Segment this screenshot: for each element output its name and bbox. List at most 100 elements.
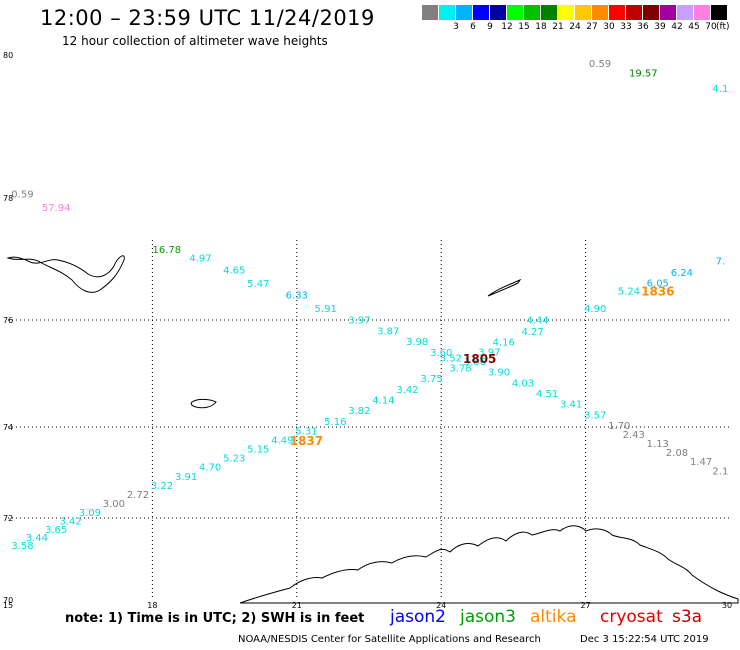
swh-value: 3.65 — [45, 525, 67, 536]
swh-value: 16.78 — [153, 245, 182, 256]
legend-label: 3 — [453, 22, 459, 32]
swh-value: 3.82 — [348, 406, 370, 417]
swh-value: 2.43 — [623, 430, 645, 441]
swh-value: 1.13 — [647, 439, 669, 450]
swh-labels: 0.59 19.57 4.1 0.59 57.94 16.78 4.97 4.655.47 6.… — [11, 59, 728, 552]
swh-value: 4.03 — [512, 378, 534, 389]
swh-value: 4.90 — [584, 304, 606, 315]
legend-swatch — [660, 5, 677, 20]
swh-value: 3.97 — [348, 316, 370, 327]
swh-value: 3.91 — [175, 472, 197, 483]
swh-value: 5.16 — [324, 417, 346, 428]
legend-swatch — [643, 5, 660, 20]
legend-swatch — [558, 5, 575, 20]
swh-value: 0.59 — [589, 59, 611, 70]
legend-swatch — [541, 5, 558, 20]
swh-value: 3.90 — [488, 368, 510, 379]
swh-value: 3.97 — [478, 347, 500, 358]
lat-tick-label: 74 — [3, 423, 13, 432]
swh-value: 3.57 — [584, 410, 606, 421]
legend-label: 18 — [535, 22, 547, 32]
swh-value: 3.44 — [26, 533, 48, 544]
legend-swatch — [524, 5, 541, 20]
legend-label: 70 — [705, 22, 717, 32]
legend-s3a: s3a — [672, 607, 703, 627]
norway-coast — [239, 525, 739, 604]
swh-value: 5.15 — [247, 444, 269, 455]
swh-value: 3.41 — [560, 400, 582, 411]
legend-swatch — [694, 5, 711, 20]
swh-value: 4.16 — [493, 338, 515, 349]
generation-timestamp: Dec 3 15:22:54 UTC 2019 — [580, 634, 709, 645]
swh-value: 1.47 — [690, 457, 712, 468]
lon-tick-label: 30 — [722, 601, 732, 610]
legend-label: 6 — [470, 22, 476, 32]
footnote: note: 1) Time is in UTC; 2) SWH is in fe… — [65, 611, 365, 626]
legend-label: 39 — [654, 22, 666, 32]
legend-label: 27 — [586, 22, 598, 32]
lon-tick-label: 27 — [581, 601, 591, 610]
swh-value: 3.42 — [396, 385, 418, 396]
swh-value: 3.86 — [464, 357, 486, 368]
lat-tick-label: 70 — [3, 596, 13, 605]
legend-cryosat: cryosat — [600, 607, 663, 627]
legend-label: 30 — [603, 22, 615, 32]
legend-swatch — [439, 5, 456, 20]
overpass-time: 1836 — [641, 285, 674, 299]
swh-value: 3.75 — [420, 374, 442, 385]
swh-value: 3.00 — [103, 499, 125, 510]
legend-label: 12 — [501, 22, 513, 32]
swh-value: 0.59 — [11, 189, 33, 200]
bear-island-coast — [190, 398, 217, 409]
legend-label: 42 — [671, 22, 683, 32]
swh-value: 4.49 — [271, 435, 293, 446]
legend-altika: altika — [530, 607, 577, 627]
swh-value: 6.05 — [647, 278, 669, 289]
chart-subtitle: 12 hour collection of altimeter wave hei… — [62, 34, 328, 48]
legend-swatch — [592, 5, 609, 20]
legend-label: 45 — [688, 22, 700, 32]
legend-swatch — [677, 5, 694, 20]
lon-tick-label: 15 — [3, 601, 13, 610]
swh-value: 3.87 — [377, 326, 399, 337]
swh-value: 5.23 — [223, 454, 245, 465]
swh-value: 4.27 — [522, 327, 544, 338]
swh-value: 5.31 — [295, 426, 317, 437]
swh-value: 6.33 — [286, 291, 308, 302]
legend-swatch — [473, 5, 490, 20]
credit-line: NOAA/NESDIS Center for Satellite Applica… — [238, 634, 541, 645]
legend-swatch — [711, 5, 728, 20]
lon-tick-label: 24 — [436, 601, 446, 610]
legend-swatch — [626, 5, 643, 20]
swh-value: 4.97 — [189, 253, 211, 264]
lon-tick-label: 21 — [292, 601, 302, 610]
swh-value: 5.91 — [315, 304, 337, 315]
legend-swatch — [575, 5, 592, 20]
legend-label: 36 — [637, 22, 649, 32]
legend-label: 21 — [552, 22, 564, 32]
swh-value: 57.94 — [42, 203, 71, 214]
swh-value: 19.57 — [629, 68, 658, 79]
coastlines — [6, 255, 739, 604]
legend-swatch — [490, 5, 507, 20]
hope-island-coast — [487, 278, 522, 297]
swh-value: 3.52 — [440, 354, 462, 365]
legend-label: 15 — [518, 22, 530, 32]
swh-value: 3.09 — [79, 508, 101, 519]
legend-jason2: jason2 — [390, 607, 446, 627]
svalbard-coast — [6, 255, 125, 293]
swh-value: 3.60 — [430, 348, 452, 359]
swh-value: 4.1 — [712, 84, 728, 95]
lat-tick-label: 76 — [3, 316, 13, 325]
swh-value: 7. — [716, 256, 726, 267]
swh-value: 3.58 — [11, 541, 33, 552]
legend-label: 33 — [620, 22, 632, 32]
swh-value: 4.44 — [526, 316, 548, 327]
overpass-time: 1837 — [290, 434, 323, 448]
swh-value: 6.24 — [671, 268, 693, 279]
color-scale-legend: 3 6 9 12 15 18 21 24 27 30 33 36 39 42 45 70 (ft) — [0, 0, 740, 40]
lat-tick-label: 80 — [3, 51, 13, 60]
chart-title: 12:00 – 23:59 UTC 11/24/2019 — [40, 6, 375, 30]
swh-value: 4.51 — [536, 389, 558, 400]
